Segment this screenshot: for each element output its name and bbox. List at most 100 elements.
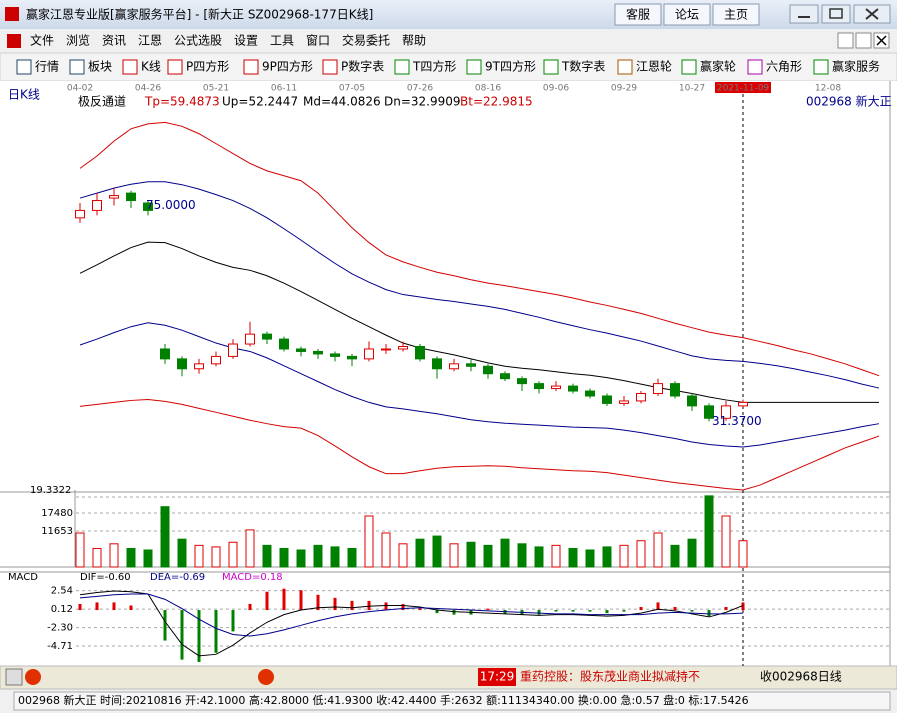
ticker-icon[interactable] [5, 668, 23, 686]
indicator-line [79, 593, 744, 637]
candle-body [721, 405, 731, 419]
menu-item[interactable]: 帮助 [402, 34, 426, 48]
volume-bar [551, 544, 561, 568]
toolbar-item[interactable]: 行情 [35, 60, 59, 74]
candle-body [466, 363, 476, 367]
toolbar-icon[interactable] [322, 59, 338, 75]
toolbar-item[interactable]: T四方形 [412, 59, 456, 74]
toolbar-item[interactable]: 9P四方形 [262, 59, 313, 74]
mdi-min[interactable] [837, 32, 854, 49]
ticker-icon[interactable] [258, 669, 274, 685]
x-tick-label: 05-21 [203, 84, 229, 94]
maximize-button[interactable] [821, 4, 851, 24]
menu-item[interactable]: 工具 [270, 34, 294, 48]
x-tick-label: 10-27 [679, 84, 705, 94]
candle-body [602, 395, 612, 404]
candle-body [653, 383, 663, 395]
menu-item[interactable]: 公式选股 [174, 34, 222, 48]
maximize-icon [829, 8, 843, 19]
toolbar-icon[interactable] [69, 59, 85, 75]
title-button-label[interactable]: 论坛 [675, 8, 699, 22]
y-tick-label: 0.12 [51, 604, 73, 615]
candle-body [211, 355, 221, 365]
volume-bar [296, 549, 306, 568]
mdi-restore[interactable] [855, 32, 872, 49]
toolbar-item[interactable]: P数字表 [341, 59, 384, 74]
menu-item[interactable]: 窗口 [306, 34, 330, 48]
candle-body [517, 378, 527, 385]
volume-bar [143, 549, 153, 568]
title-button[interactable] [663, 3, 711, 26]
toolbar-item[interactable]: 六角形 [766, 60, 802, 74]
volume-bar [432, 535, 442, 568]
x-tick-label: 12-08 [815, 84, 841, 94]
close-icon [865, 8, 879, 20]
volume-bar [449, 543, 459, 568]
candle-body [500, 373, 510, 380]
menu-item[interactable]: 设置 [234, 34, 258, 48]
x-tick-label: 04-02 [67, 84, 93, 94]
volume-bar [568, 547, 578, 568]
x-tick-label: 09-29 [611, 84, 637, 94]
price-annotation: 31.3700 [712, 414, 762, 428]
toolbar-item[interactable]: 板块 [88, 60, 112, 74]
y-tick-label: 11653 [41, 526, 73, 537]
toolbar-icon[interactable] [167, 59, 183, 75]
toolbar-item[interactable]: 赢家服务 [832, 59, 880, 74]
x-tick-label: 04-26 [135, 84, 161, 94]
menu-item[interactable]: 江恩 [138, 34, 162, 48]
toolbar-icon[interactable] [394, 59, 410, 75]
macd-label: DEA=-0.69 [150, 572, 205, 583]
menu-item[interactable]: 文件 [30, 33, 54, 48]
stock-label: 002968 新大正 [806, 94, 892, 109]
macd-label: MACD=0.18 [222, 572, 283, 583]
toolbar-icon[interactable] [16, 59, 32, 75]
volume-bar [704, 495, 714, 568]
title-button-label[interactable]: 主页 [724, 8, 748, 22]
menu-item[interactable]: 资讯 [102, 34, 126, 48]
status-bar [13, 691, 891, 711]
candle-body [228, 343, 238, 357]
menu-item[interactable]: 浏览 [66, 33, 90, 48]
toolbar-item[interactable]: 江恩轮 [636, 60, 672, 74]
ticker-news[interactable]: 重药控股：股东茂业商业拟减持不 [520, 669, 700, 684]
toolbar-item[interactable]: 9T四方形 [485, 59, 536, 74]
candle-body [687, 395, 697, 407]
toolbar-icon[interactable] [543, 59, 559, 75]
volume-bar [738, 540, 748, 568]
title-button-label[interactable]: 客服 [626, 7, 650, 22]
toolbar-icon[interactable] [813, 59, 829, 75]
candle-body [92, 200, 102, 211]
toolbar-item[interactable]: 赢家轮 [700, 59, 736, 74]
toolbar-icon[interactable] [747, 59, 763, 75]
menu-item[interactable]: 交易委托 [342, 33, 390, 48]
x-tick-label: 06-11 [271, 84, 297, 94]
indicator-value: Dn=32.9909 [384, 95, 461, 109]
mdi-controls [837, 32, 890, 49]
volume-bar [636, 540, 646, 568]
toolbar-icon[interactable] [466, 59, 482, 75]
toolbar-icon[interactable] [122, 59, 138, 75]
ticker-icon[interactable] [25, 669, 41, 685]
toolbar-icon[interactable] [681, 59, 697, 75]
volume-bar [687, 538, 697, 568]
title-button[interactable] [712, 3, 760, 26]
toolbar-icon[interactable] [617, 59, 633, 75]
y-tick-label: 2.54 [51, 586, 73, 597]
toolbar-item[interactable]: P四方形 [186, 59, 229, 74]
toolbar-item[interactable]: K线 [141, 60, 161, 74]
cursor-date-bg [715, 82, 771, 93]
toolbar-icon[interactable] [243, 59, 259, 75]
volume-bar [75, 532, 85, 568]
window-controls [789, 4, 891, 24]
price-annotation: 75.0000 [146, 198, 196, 212]
x-tick-label: 07-05 [339, 84, 365, 94]
minimize-button[interactable] [789, 4, 819, 24]
indicator-value: Bt=22.9815 [460, 95, 533, 109]
x-tick-label: 09-06 [543, 84, 569, 94]
chart-area [0, 81, 897, 666]
x-tick-label: 2021-11-09 [717, 84, 770, 94]
volume-bar [109, 543, 119, 568]
toolbar-item[interactable]: T数字表 [561, 59, 605, 74]
title-button[interactable] [614, 3, 662, 26]
